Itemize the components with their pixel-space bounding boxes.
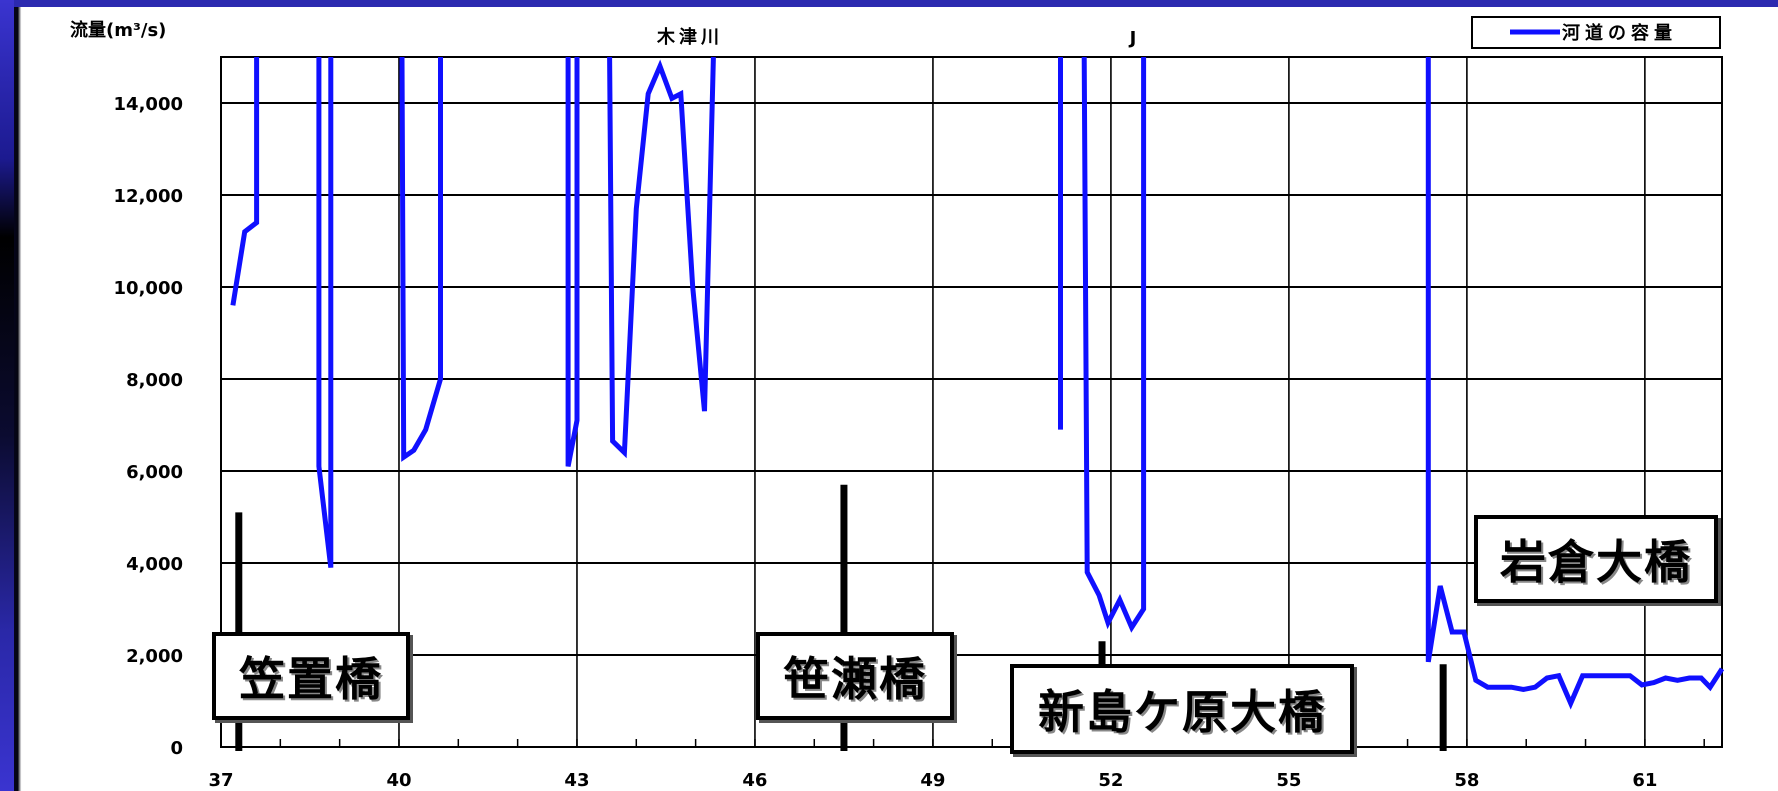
x-tick-label: 40 <box>386 770 411 791</box>
series-line <box>1425 57 1725 710</box>
left-border-bar <box>0 0 14 791</box>
grid-layer <box>220 56 1723 748</box>
legend: 河道の容量 <box>1471 16 1721 49</box>
annotation-label-0: 笠置橋 <box>212 632 410 720</box>
x-tick-label: 43 <box>564 770 589 791</box>
legend-label: 河道の容量 <box>1562 22 1677 44</box>
annotation-label-2: 新島ケ原大橋 <box>1010 664 1354 754</box>
top-mark: J <box>1128 28 1137 49</box>
x-tick-label: 49 <box>920 770 945 791</box>
plot-frame <box>220 56 1723 748</box>
x-tick-label: 61 <box>1632 770 1657 791</box>
series-layer <box>230 56 1725 710</box>
series-line <box>316 57 334 568</box>
y-tick-label: 10,000 <box>114 278 183 299</box>
annotation-label-1: 笹瀬橋 <box>756 632 954 720</box>
annotation-label-3: 岩倉大橋 <box>1474 515 1718 603</box>
series-line <box>399 56 443 462</box>
y-tick-label: 2,000 <box>126 646 183 667</box>
y-tick-label: 6,000 <box>126 462 183 483</box>
axis-layer: 0 2,000 4,000 6,000 8,000 10,000 12,000 14,000 3… <box>114 94 1705 791</box>
x-tick-label: 58 <box>1454 770 1479 791</box>
x-tick-label: 46 <box>742 770 767 791</box>
top-label: 木津川 <box>656 26 723 48</box>
series-line <box>1081 56 1147 633</box>
y-tick-label: 12,000 <box>114 186 183 207</box>
x-tick-label: 52 <box>1098 770 1123 791</box>
y-tick-label: 8,000 <box>126 370 183 391</box>
top-border-bar <box>0 0 1778 7</box>
series-line <box>565 57 580 467</box>
series-line <box>230 57 260 306</box>
series-line <box>607 56 716 459</box>
y-axis-title: 流量(m³/s) <box>70 19 166 41</box>
x-tick-label: 37 <box>208 770 233 791</box>
y-tick-label: 0 <box>170 738 183 759</box>
x-tick-label: 55 <box>1276 770 1301 791</box>
y-tick-label: 4,000 <box>126 554 183 575</box>
y-tick-label: 14,000 <box>114 94 183 115</box>
